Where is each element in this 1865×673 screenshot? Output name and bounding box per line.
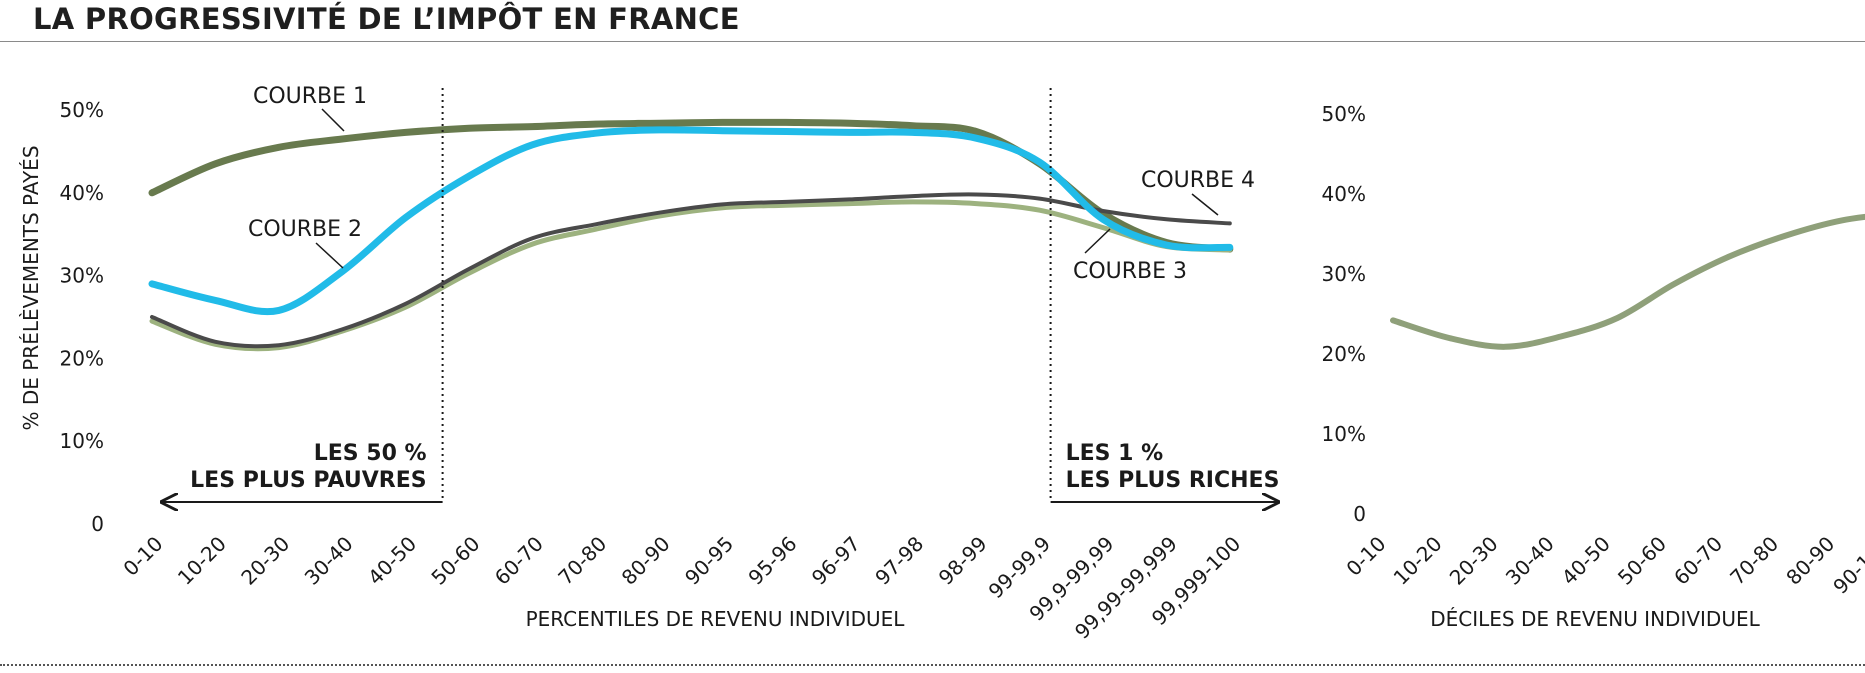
decile-y-tick-20: 20% <box>1322 342 1366 366</box>
x-tick-90-95: 90-95 <box>680 532 738 590</box>
decile-y-tick-50: 50% <box>1322 102 1366 126</box>
percentile-series <box>148 118 1234 352</box>
x-tick-20-30: 20-30 <box>236 532 294 590</box>
percentile-x-axis-label: PERCENTILES DE REVENU INDIVIDUEL <box>526 607 906 631</box>
y-tick-20: 20% <box>60 346 104 370</box>
top1-label-line2: LES PLUS RICHES <box>1066 468 1280 493</box>
decile-x-tick-20-30: 20-30 <box>1445 532 1503 590</box>
y-axis-label: % DE PRÉLÈVEMENTS PAYÉS <box>19 145 43 430</box>
decile-x-tick-70-80: 70-80 <box>1725 532 1783 590</box>
y-tick-30: 30% <box>60 264 104 288</box>
decile-x-tick-60-70: 60-70 <box>1669 532 1727 590</box>
decile-series-line <box>1390 213 1865 350</box>
courbe4-leader-line <box>1191 193 1219 216</box>
courbe3-leader-line <box>1084 228 1111 254</box>
courbe-4-line <box>150 192 1232 349</box>
chart-title: LA PROGRESSIVITÉ DE L’IMPÔT EN FRANCE <box>33 2 740 36</box>
decile-x-tick-50-60: 50-60 <box>1613 532 1671 590</box>
x-tick-60-70: 60-70 <box>490 532 548 590</box>
decile-x-tick-90-100: 90-100 <box>1828 532 1865 599</box>
y-tick-50: 50% <box>60 98 104 122</box>
x-tick-30-40: 30-40 <box>300 532 358 590</box>
decile-x-tick-30-40: 30-40 <box>1501 532 1559 590</box>
top1-label-line1: LES 1 % <box>1066 441 1164 466</box>
decile-x-tick-0-10: 0-10 <box>1341 532 1390 581</box>
courbe-2-line <box>148 126 1234 316</box>
y-tick-40: 40% <box>60 181 104 205</box>
courbe4-label: COURBE 4 <box>1141 168 1255 193</box>
decile-x-tick-40-50: 40-50 <box>1557 532 1615 590</box>
y-tick-0: 0 <box>91 512 104 536</box>
decile-chart: 0 10% 20% 30% 40% 50% 0-1010-2020-3030-4040-5… <box>1322 102 1865 631</box>
courbe2-leader-line <box>315 242 344 269</box>
x-tick-96-97: 96-97 <box>807 532 865 590</box>
bottom-divider <box>0 664 1865 666</box>
bottom50-label-line2: LES PLUS PAUVRES <box>190 468 426 493</box>
percentile-annotations: LES 50 % LES PLUS PAUVRES LES 1 % LES PL… <box>19 84 1279 631</box>
decile-x-axis-label: DÉCILES DE REVENU INDIVIDUEL <box>1430 607 1760 631</box>
decile-y-tick-10: 10% <box>1322 422 1366 446</box>
decile-x-axis: 0-1010-2020-3030-4040-5050-6060-7070-808… <box>1341 532 1865 599</box>
x-tick-95-96: 95-96 <box>743 532 801 590</box>
decile-y-tick-30: 30% <box>1322 262 1366 286</box>
courbe3-label: COURBE 3 <box>1073 259 1187 284</box>
bottom50-label-line1: LES 50 % <box>314 441 427 466</box>
decile-series <box>1390 213 1865 350</box>
x-tick-97-98: 97-98 <box>870 532 928 590</box>
percentile-chart: 0 10% 20% 30% 40% 50% 0-10 10-20 20-30 30-40 40-5… <box>19 84 1279 644</box>
decile-y-axis: 0 10% 20% 30% 40% 50% <box>1322 102 1366 526</box>
percentile-y-axis: 0 10% 20% 30% 40% 50% <box>60 98 104 536</box>
x-tick-40-50: 40-50 <box>363 532 421 590</box>
courbe2-label: COURBE 2 <box>248 217 362 242</box>
curve-labels: COURBE 1 COURBE 2 COURBE 3 COURBE 4 <box>248 84 1255 284</box>
x-tick-98-99: 98-99 <box>934 532 992 590</box>
x-tick-80-90: 80-90 <box>617 532 675 590</box>
courbe1-leader-line <box>321 108 345 132</box>
y-tick-10: 10% <box>60 429 104 453</box>
x-tick-70-80: 70-80 <box>553 532 611 590</box>
x-tick-0-10: 0-10 <box>118 532 167 581</box>
title-divider <box>0 41 1865 42</box>
decile-y-tick-0: 0 <box>1353 502 1366 526</box>
x-tick-10-20: 10-20 <box>173 532 231 590</box>
courbe1-label: COURBE 1 <box>253 84 367 109</box>
decile-y-tick-40: 40% <box>1322 182 1366 206</box>
x-tick-50-60: 50-60 <box>426 532 484 590</box>
decile-x-tick-10-20: 10-20 <box>1389 532 1447 590</box>
